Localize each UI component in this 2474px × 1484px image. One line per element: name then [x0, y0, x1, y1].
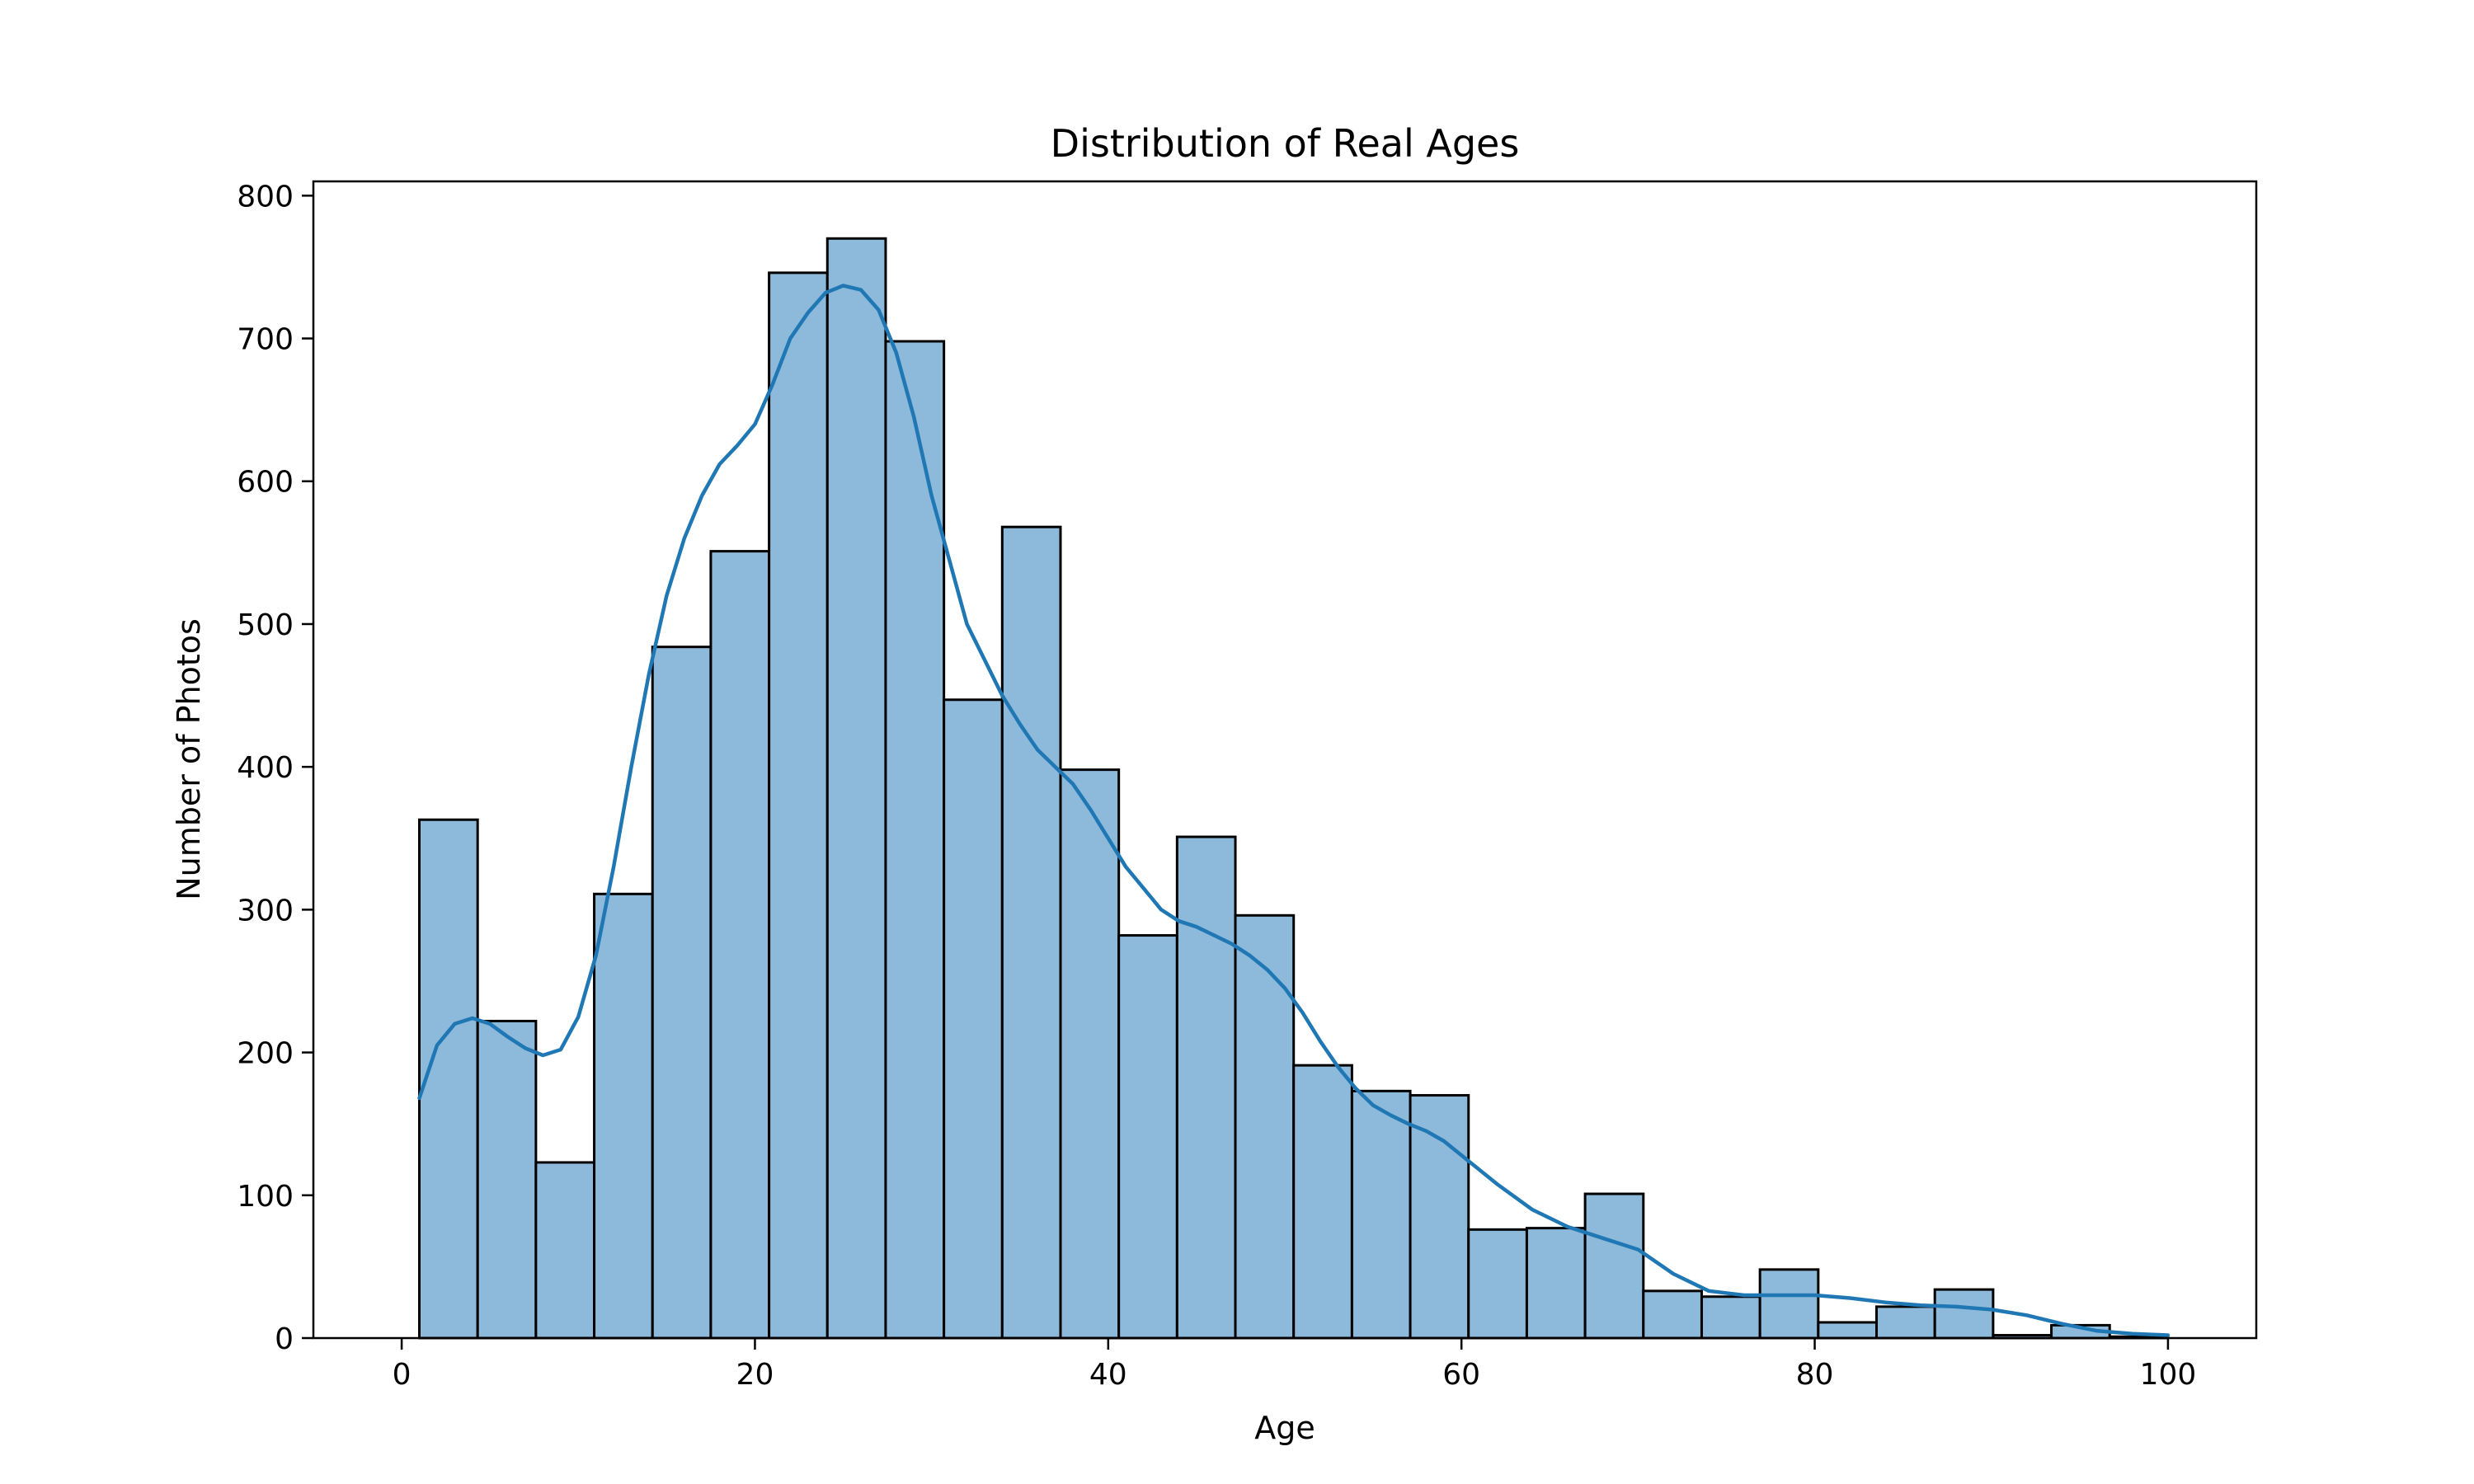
histogram-bar: [1583, 1192, 1645, 1340]
histogram-bar: [943, 698, 1004, 1340]
y-tick-label: 700: [237, 323, 294, 357]
y-tick-label: 0: [275, 1322, 294, 1356]
y-tick-label: 500: [237, 608, 294, 642]
histogram-bar: [1467, 1228, 1528, 1340]
y-tick-label: 800: [237, 180, 294, 214]
y-axis-label: Number of Photos: [171, 618, 207, 900]
x-tick-label: 80: [1796, 1358, 1834, 1392]
histogram-bar: [1409, 1094, 1470, 1340]
histogram-bar: [476, 1019, 538, 1340]
histogram-bar: [768, 271, 829, 1340]
x-axis: 0 20 40 60 80 100: [393, 1338, 2197, 1392]
histogram-bar: [1234, 913, 1296, 1340]
y-tick-label: 200: [237, 1037, 294, 1071]
histogram-bar: [1000, 525, 1062, 1340]
histogram-bar: [884, 340, 946, 1340]
histogram-bar: [1350, 1089, 1412, 1340]
x-tick-label: 60: [1442, 1358, 1480, 1392]
histogram-bar: [1700, 1295, 1761, 1340]
x-tick-label: 40: [1089, 1358, 1127, 1392]
x-axis-label: Age: [1254, 1410, 1315, 1446]
histogram-bar: [593, 892, 654, 1340]
kde-layer: [417, 284, 2171, 1337]
y-tick-label: 600: [237, 466, 294, 500]
kde-line: [417, 284, 2171, 1337]
histogram-bar: [1642, 1289, 1703, 1340]
plot-frame: [312, 180, 2258, 1340]
histogram-bar: [418, 818, 479, 1340]
x-tick-label: 0: [393, 1358, 412, 1392]
histogram-bar: [709, 550, 771, 1340]
chart-title: Distribution of Real Ages: [1051, 121, 1520, 166]
x-tick-label: 20: [736, 1358, 774, 1392]
histogram-bar: [1933, 1288, 1995, 1340]
bars-layer: [418, 237, 2170, 1340]
histogram-bar: [1175, 835, 1237, 1340]
histogram-bar: [1817, 1321, 1879, 1340]
y-axis: 0 100 200 300 400 500 600 700 800: [237, 180, 313, 1356]
y-tick-label: 300: [237, 894, 294, 928]
histogram-bar: [651, 646, 713, 1340]
y-tick-label: 100: [237, 1180, 294, 1214]
x-tick-label: 100: [2140, 1358, 2197, 1392]
y-tick-label: 400: [237, 751, 294, 785]
histogram-bar: [1758, 1268, 1820, 1340]
histogram-bar: [1059, 768, 1121, 1340]
histogram-bar: [1875, 1305, 1936, 1340]
histogram-bar: [534, 1161, 596, 1340]
histogram-bar: [1117, 934, 1178, 1340]
histogram-bar: [1292, 1064, 1353, 1340]
histogram-bar: [1525, 1227, 1587, 1340]
histogram-bar: [825, 237, 887, 1340]
